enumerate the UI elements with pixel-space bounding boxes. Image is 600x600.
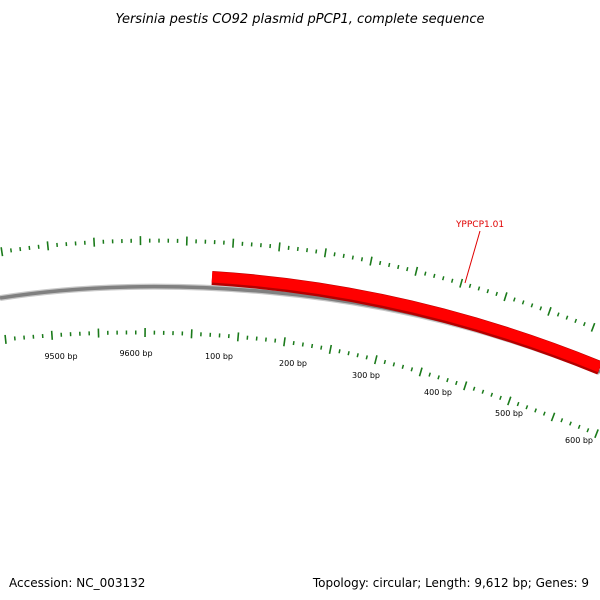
outer-tick-mark (9, 248, 13, 253)
inner-tick-mark (534, 408, 537, 413)
outer-tick-mark (360, 257, 364, 262)
outer-tick-mark (539, 306, 543, 311)
scale-label: 9500 bp (44, 352, 77, 361)
inner-tick-mark (347, 351, 350, 356)
outer-tick-mark (424, 271, 427, 276)
scale-label: 9600 bp (119, 349, 152, 358)
inner-tick-mark (301, 342, 304, 347)
inner-tick-mark (569, 421, 572, 426)
inner-tick-mark (516, 401, 520, 407)
inner-tick-mark (320, 345, 323, 350)
inner-tick-mark (437, 375, 440, 380)
inner-tick-mark (594, 429, 599, 439)
scale-label: 500 bp (495, 409, 523, 418)
summary-text: Topology: circular; Length: 9,612 bp; Ge… (312, 576, 589, 590)
inner-tick-mark (446, 377, 449, 383)
outer-tick-mark (378, 260, 382, 266)
outer-tick-mark (278, 242, 281, 252)
outer-tick-mark (441, 276, 445, 281)
inner-tick-mark (499, 395, 502, 400)
outer-tick-mark (513, 297, 516, 302)
inner-tick-mark (481, 389, 485, 394)
outer-tick-mark (521, 300, 525, 305)
inner-tick-mark (365, 355, 368, 360)
gene-label-leader (464, 230, 481, 284)
outer-tick-mark (450, 278, 454, 283)
outer-tick-mark (433, 273, 436, 279)
map-title: Yersinia pestis CO92 plasmid pPCP1, comp… (115, 12, 484, 27)
inner-tick-mark (507, 396, 512, 406)
inner-tick-mark (328, 344, 333, 354)
outer-tick-mark (565, 315, 569, 320)
scale-labels: 9500 bp 9600 bp 100 bp 200 bp 300 bp 400… (44, 349, 593, 445)
outer-tick-mark (19, 247, 22, 252)
outer-tick-mark (582, 321, 586, 327)
outer-tick-mark (459, 278, 464, 288)
outer-tick-mark (46, 241, 50, 251)
outer-tick-mark (333, 252, 336, 257)
inner-tick-mark (542, 411, 546, 416)
inner-tick-mark (338, 349, 341, 354)
outer-tick-mark (503, 292, 508, 302)
inner-tick-mark (455, 380, 458, 386)
outer-tick-mark (342, 253, 345, 258)
inner-tick-mark (560, 418, 564, 423)
outer-tick-mark (486, 289, 490, 294)
inner-tick-mark (490, 392, 494, 397)
outer-tick-mark (547, 306, 552, 316)
inner-tick-mark (383, 359, 387, 365)
outer-tick-mark (0, 247, 4, 257)
outer-tick-mark (468, 283, 472, 288)
inner-tick-mark (418, 367, 423, 377)
inner-tick-mark (373, 355, 378, 365)
outer-tick-mark (351, 255, 354, 260)
inner-tick-mark (428, 372, 431, 377)
outer-tick-mark (369, 256, 373, 266)
outer-tick-mark (574, 318, 578, 323)
outer-tick-mark (306, 248, 309, 253)
inner-tick-mark (410, 367, 414, 372)
scale-label: 200 bp (279, 359, 307, 368)
scale-label: 300 bp (352, 371, 380, 380)
inner-tick-mark (577, 424, 581, 430)
inner-tick-mark (550, 412, 556, 422)
inner-tick-mark (472, 386, 476, 391)
outer-tick-mark (388, 262, 391, 268)
outer-tick-mark (414, 266, 419, 276)
outer-tick-mark (556, 312, 560, 317)
outer-tick-mark (406, 267, 409, 272)
outer-tick-mark (232, 238, 235, 248)
outer-tick-ring (0, 236, 596, 332)
outer-tick-mark (495, 291, 498, 297)
inner-tick-mark (292, 340, 295, 346)
inner-tick-mark (586, 428, 590, 433)
scale-label: 600 bp (565, 436, 593, 445)
inner-tick-mark (50, 330, 54, 340)
inner-tick-mark (356, 353, 359, 358)
gene-label[interactable]: YPPCP1.01 (455, 220, 504, 230)
outer-tick-mark (315, 249, 318, 254)
outer-tick-mark (477, 286, 481, 291)
inner-tick-mark (392, 362, 396, 367)
scale-label: 100 bp (205, 352, 233, 361)
inner-tick-mark (463, 381, 468, 391)
inner-tick-mark (283, 337, 286, 347)
inner-tick-mark (310, 343, 314, 349)
inner-tick-mark (401, 364, 405, 369)
outer-tick-mark (397, 264, 400, 270)
outer-tick-mark (323, 248, 327, 258)
accession-text: Accession: NC_003132 (9, 576, 145, 590)
inner-tick-mark (525, 405, 529, 410)
gene-feature-yppcp1-01[interactable] (211, 271, 600, 373)
outer-tick-mark (530, 303, 534, 308)
outer-tick-mark (590, 322, 596, 332)
inner-tick-ring (4, 328, 599, 439)
scale-label: 400 bp (424, 388, 452, 397)
inner-tick-mark (236, 332, 240, 342)
inner-tick-mark (4, 334, 7, 344)
